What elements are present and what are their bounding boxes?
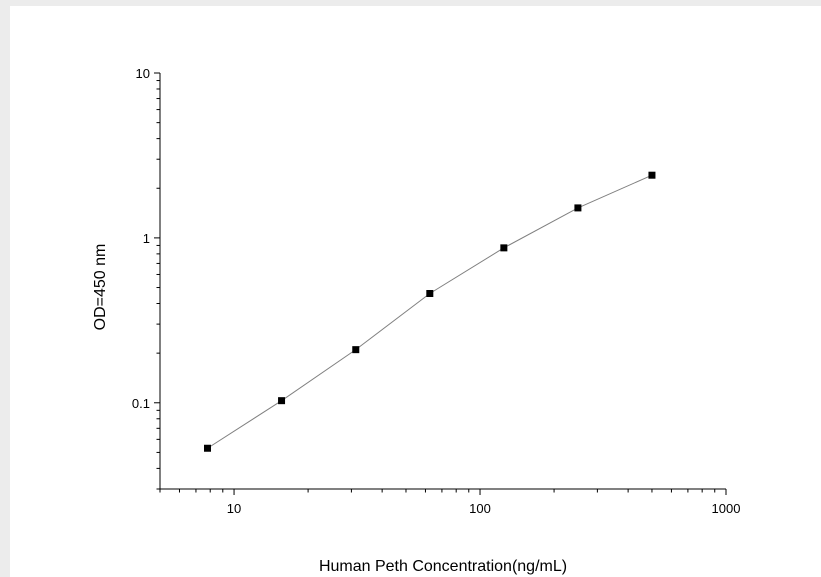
plot-frame: 10 100 1000 0.1 1 10 Human Peth Concentration… <box>10 6 821 577</box>
x-tick-label: 100 <box>469 501 491 516</box>
data-points <box>204 171 656 452</box>
y-tick-label: 1 <box>143 231 150 246</box>
data-point <box>574 204 582 212</box>
series-line <box>207 174 653 449</box>
x-tick-label: 10 <box>227 501 241 516</box>
axes: 10 100 1000 0.1 1 10 <box>132 66 741 516</box>
data-point <box>500 244 508 252</box>
y-tick-label: 10 <box>136 66 150 81</box>
y-tick-label: 0.1 <box>132 396 150 411</box>
data-point <box>426 289 434 297</box>
data-point <box>204 444 212 452</box>
x-tick-label: 1000 <box>712 501 741 516</box>
y-axis-title: OD=450 nm <box>92 244 109 331</box>
curve-layer <box>207 174 653 449</box>
data-point <box>352 346 360 354</box>
x-axis-title: Human Peth Concentration(ng/mL) <box>319 558 567 575</box>
data-point <box>278 397 286 405</box>
standard-curve-chart: 10 100 1000 0.1 1 10 Human Peth Concentration… <box>92 66 741 575</box>
data-point <box>648 171 656 179</box>
